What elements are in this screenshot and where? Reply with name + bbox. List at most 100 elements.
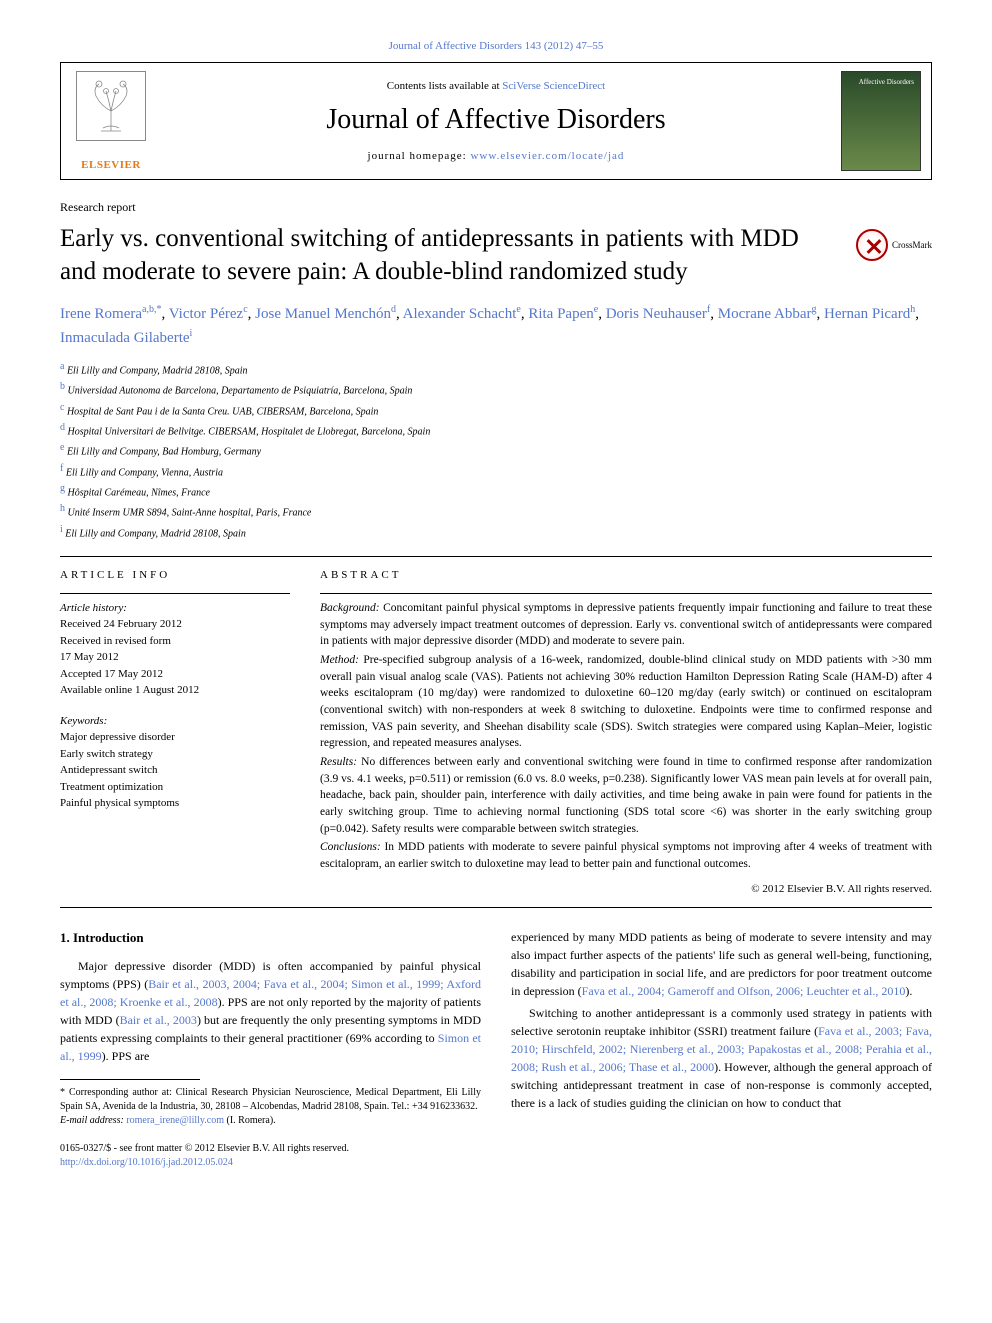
affiliation-line: b Universidad Autonoma de Barcelona, Dep… xyxy=(60,379,932,399)
crossmark-text: CrossMark xyxy=(892,240,932,250)
info-abstract-row: ARTICLE INFO Article history: Received 2… xyxy=(60,569,932,895)
sciencedirect-link[interactable]: SciVerse ScienceDirect xyxy=(502,80,605,92)
p2-end: ). xyxy=(905,984,912,998)
bg-label: Background: xyxy=(320,602,380,614)
keywords-label: Keywords: xyxy=(60,715,107,727)
affiliation-line: g Hôspital Carémeau, Nîmes, France xyxy=(60,481,932,501)
journal-header: ELSEVIER Contents lists available at Sci… xyxy=(60,62,932,180)
body-columns: 1. Introduction Major depressive disorde… xyxy=(60,928,932,1171)
journal-cover-icon: Affective Disorders xyxy=(841,71,921,171)
author-link[interactable]: Jose Manuel Menchón xyxy=(255,306,391,322)
section-label: Research report xyxy=(60,200,932,215)
concl-label: Conclusions: xyxy=(320,841,381,853)
keyword: Antidepressant switch xyxy=(60,764,157,776)
author-sup: i xyxy=(190,328,193,339)
concl-text: In MDD patients with moderate to severe … xyxy=(320,841,932,870)
cover-block: Affective Disorders xyxy=(831,63,931,179)
author-link[interactable]: Inmaculada Gilaberte xyxy=(60,330,190,346)
footnote-divider xyxy=(60,1079,200,1080)
journal-name: Journal of Affective Disorders xyxy=(161,104,831,136)
email-link[interactable]: romera_irene@lilly.com xyxy=(126,1115,224,1126)
affiliation-line: a Eli Lilly and Company, Madrid 28108, S… xyxy=(60,359,932,379)
author-sup: h xyxy=(910,304,915,315)
abstract-background: Background: Concomitant painful physical… xyxy=(320,600,932,650)
footnotes: * Corresponding author at: Clinical Rese… xyxy=(60,1086,481,1128)
divider xyxy=(320,593,932,594)
cover-label: Affective Disorders xyxy=(859,78,914,86)
p1-end: ). PPS are xyxy=(102,1049,150,1063)
history-line: Accepted 17 May 2012 xyxy=(60,668,163,680)
col1-content: 1. Introduction Major depressive disorde… xyxy=(60,928,481,1171)
results-label: Results: xyxy=(320,756,357,768)
footer-info: 0165-0327/$ - see front matter © 2012 El… xyxy=(60,1142,481,1170)
author-sup: a,b,* xyxy=(142,304,161,315)
divider xyxy=(60,593,290,594)
email-label: E-mail address: xyxy=(60,1115,124,1126)
top-citation: Journal of Affective Disorders 143 (2012… xyxy=(60,40,932,52)
author-sup: f xyxy=(707,304,710,315)
keyword: Early switch strategy xyxy=(60,748,153,760)
article-title: Early vs. conventional switching of anti… xyxy=(60,223,836,288)
affiliation-line: e Eli Lilly and Company, Bad Homburg, Ge… xyxy=(60,440,932,460)
title-row: Early vs. conventional switching of anti… xyxy=(60,223,932,302)
author-link[interactable]: Victor Pérez xyxy=(169,306,243,322)
page-container: Journal of Affective Disorders 143 (2012… xyxy=(0,0,992,1210)
doi-link[interactable]: http://dx.doi.org/10.1016/j.jad.2012.05.… xyxy=(60,1157,233,1168)
header-center: Contents lists available at SciVerse Sci… xyxy=(161,63,831,179)
intro-p1: Major depressive disorder (MDD) is often… xyxy=(60,957,481,1065)
homepage-link[interactable]: www.elsevier.com/locate/jad xyxy=(470,150,624,162)
history-block: Article history: Received 24 February 20… xyxy=(60,600,290,699)
author-link[interactable]: Irene Romera xyxy=(60,306,142,322)
article-info-col: ARTICLE INFO Article history: Received 2… xyxy=(60,569,290,895)
results-text: No differences between early and convent… xyxy=(320,756,932,835)
affiliation-line: c Hospital de Sant Pau i de la Santa Cre… xyxy=(60,400,932,420)
ref-link[interactable]: Fava et al., 2004; Gameroff and Olfson, … xyxy=(582,984,906,998)
abstract-col: ABSTRACT Background: Concomitant painful… xyxy=(320,569,932,895)
author-sup: e xyxy=(594,304,598,315)
history-line: 17 May 2012 xyxy=(60,651,119,663)
author-link[interactable]: Hernan Picard xyxy=(824,306,910,322)
author-link[interactable]: Mocrane Abbar xyxy=(718,306,812,322)
method-text: Pre-specified subgroup analysis of a 16-… xyxy=(320,654,932,749)
copyright: © 2012 Elsevier B.V. All rights reserved… xyxy=(320,883,932,895)
divider xyxy=(60,556,932,557)
keyword: Major depressive disorder xyxy=(60,731,175,743)
intro-heading: 1. Introduction xyxy=(60,928,481,948)
affiliation-line: f Eli Lilly and Company, Vienna, Austria xyxy=(60,461,932,481)
history-line: Received in revised form xyxy=(60,635,171,647)
intro-p2: experienced by many MDD patients as bein… xyxy=(511,928,932,1000)
body-section: 1. Introduction Major depressive disorde… xyxy=(60,928,932,1171)
abstract-heading: ABSTRACT xyxy=(320,569,932,581)
citation-link[interactable]: Journal of Affective Disorders 143 (2012… xyxy=(389,40,604,52)
divider xyxy=(60,907,932,908)
abstract-method: Method: Pre-specified subgroup analysis … xyxy=(320,652,932,752)
authors-line: Irene Romeraa,b,*, Victor Pérezc, Jose M… xyxy=(60,302,932,349)
ref-link[interactable]: Bair et al., 2003 xyxy=(120,1013,197,1027)
author-link[interactable]: Alexander Schacht xyxy=(403,306,517,322)
history-line: Received 24 February 2012 xyxy=(60,618,182,630)
affiliation-line: d Hospital Universitari de Bellvitge. CI… xyxy=(60,420,932,440)
issn-line: 0165-0327/$ - see front matter © 2012 El… xyxy=(60,1142,481,1156)
author-sup: d xyxy=(391,304,396,315)
homepage-line: journal homepage: www.elsevier.com/locat… xyxy=(161,150,831,162)
author-link[interactable]: Rita Papen xyxy=(528,306,593,322)
intro-p3: Switching to another antidepressant is a… xyxy=(511,1004,932,1112)
crossmark-badge[interactable]: CrossMark xyxy=(856,229,932,261)
bg-text: Concomitant painful physical symptoms in… xyxy=(320,602,932,647)
author-link[interactable]: Doris Neuhauser xyxy=(606,306,707,322)
email-name: (I. Romera). xyxy=(227,1115,276,1126)
affiliation-line: i Eli Lilly and Company, Madrid 28108, S… xyxy=(60,522,932,542)
contents-line: Contents lists available at SciVerse Sci… xyxy=(161,80,831,92)
author-sup: g xyxy=(811,304,816,315)
crossmark-icon xyxy=(856,229,888,261)
history-line: Available online 1 August 2012 xyxy=(60,684,199,696)
elsevier-tree-icon xyxy=(76,71,146,141)
history-label: Article history: xyxy=(60,602,127,614)
homepage-prefix: journal homepage: xyxy=(368,150,471,162)
publisher-block: ELSEVIER xyxy=(61,63,161,179)
author-sup: e xyxy=(516,304,520,315)
author-sup: c xyxy=(243,304,247,315)
affiliations-list: a Eli Lilly and Company, Madrid 28108, S… xyxy=(60,359,932,542)
keywords-block: Keywords: Major depressive disorder Early… xyxy=(60,713,290,812)
keyword: Painful physical symptoms xyxy=(60,797,179,809)
